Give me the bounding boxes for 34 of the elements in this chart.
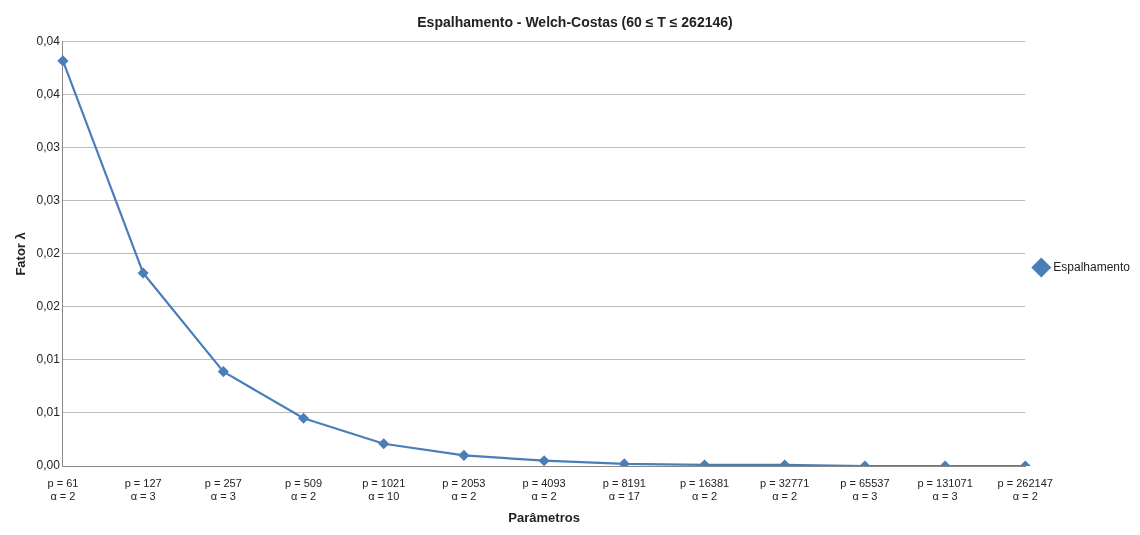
y-tick-label: 0,00 xyxy=(36,458,61,473)
x-tick-label: p = 16381 α = 2 xyxy=(679,476,730,502)
x-tick-label: p = 32771 α = 2 xyxy=(760,476,810,502)
chart-title: Espalhamento - Welch-Costas (60 ≤ T ≤ 262146) xyxy=(417,14,733,31)
x-tick-label: p = 61 α = 2 xyxy=(47,476,79,502)
x-tick-label: p = 127 α = 3 xyxy=(124,476,162,502)
x-axis-title: Parâmetros xyxy=(508,509,580,525)
point xyxy=(619,458,630,466)
point xyxy=(378,438,389,449)
y-tick-label: 0,01 xyxy=(36,352,61,367)
y-axis-title: Fator λ xyxy=(13,231,29,276)
x-tick-label: p = 262147 α = 2 xyxy=(997,476,1053,502)
point xyxy=(458,450,470,461)
y-tick-label: 0,02 xyxy=(36,246,61,261)
x-tick-label: p = 8191 α = 17 xyxy=(602,476,646,502)
x-tick-label: p = 131071 α = 3 xyxy=(917,476,973,502)
point xyxy=(57,55,69,66)
x-tick-label: p = 4093 α = 2 xyxy=(522,476,566,502)
y-tick-label: 0,03 xyxy=(36,193,61,208)
point xyxy=(298,413,309,424)
x-tick-label: p = 257 α = 3 xyxy=(204,476,242,502)
y-tick-label: 0,01 xyxy=(36,405,61,420)
x-tick-label: p = 65537 α = 3 xyxy=(840,476,890,502)
y-tick-label: 0,04 xyxy=(36,87,61,102)
x-tick-label: p = 1021 α = 10 xyxy=(362,476,406,502)
legend-label: Espalhamento xyxy=(1053,259,1131,274)
point xyxy=(539,455,550,466)
x-tick-label: p = 509 α = 2 xyxy=(285,476,323,502)
y-tick-label: 0,02 xyxy=(36,299,61,314)
x-tick-label: p = 2053 α = 2 xyxy=(442,476,486,502)
point xyxy=(138,267,149,279)
y-tick-label: 0,04 xyxy=(36,34,61,49)
point xyxy=(218,366,229,377)
y-tick-label: 0,03 xyxy=(36,140,61,155)
